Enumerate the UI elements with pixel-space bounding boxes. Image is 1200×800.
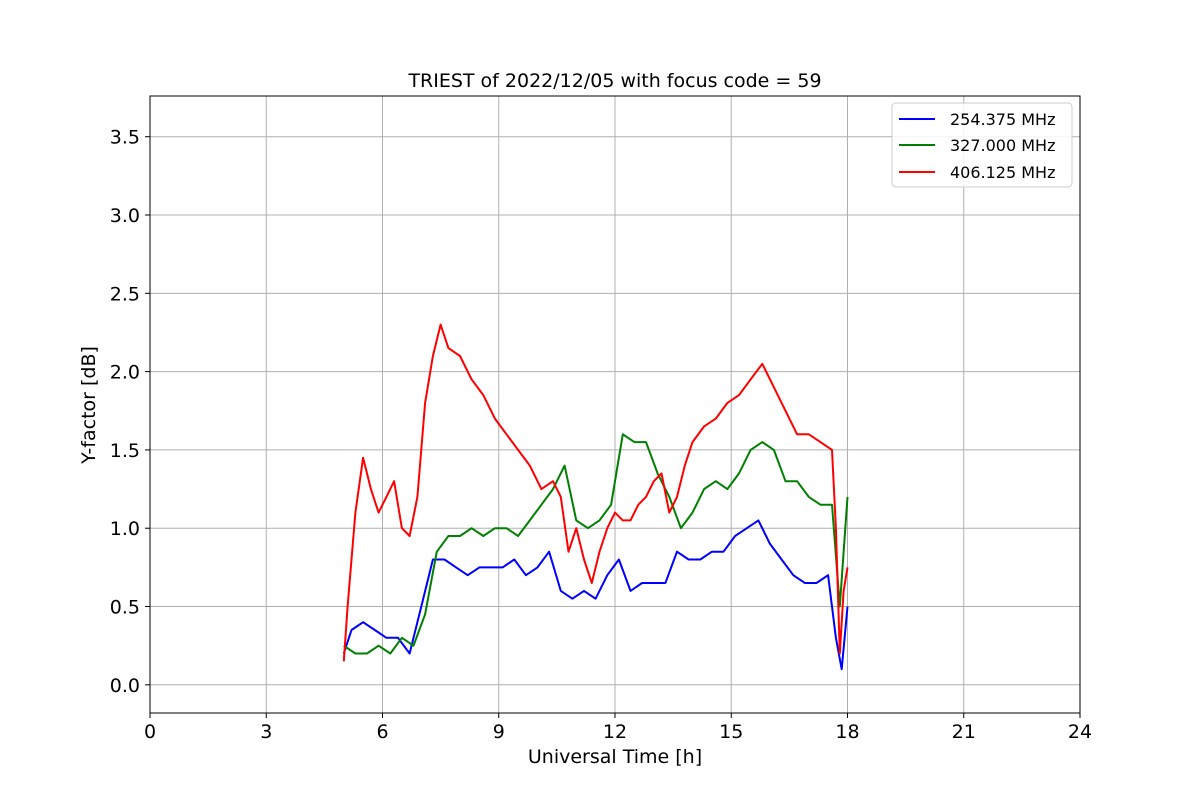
y-tick-label: 3.5 [110, 127, 140, 149]
x-tick-label: 6 [376, 721, 388, 743]
x-tick-label: 12 [603, 721, 627, 743]
series-line-406-125 [342, 323, 849, 662]
legend-label-327: 327.000 MHz [950, 136, 1055, 155]
legend: 254.375 MHz 327.000 MHz 406.125 MHz [891, 102, 1073, 188]
x-tick-label: 21 [952, 721, 976, 743]
x-tick-label: 15 [719, 721, 743, 743]
y-tick-label: 0.0 [110, 675, 140, 697]
y-tick-label: 2.5 [110, 283, 140, 305]
axis-ticks: 0 3 6 9 12 15 18 21 24 0.0 0.5 1.0 1.5 2.0 2.5 3.0 3.5 [110, 127, 1092, 743]
y-axis-label: Y-factor [dB] [78, 346, 100, 465]
y-tick-label: 0.5 [110, 597, 140, 619]
series-line-327-000 [343, 433, 849, 655]
series-line-254-375 [342, 519, 849, 671]
x-tick-label: 9 [493, 721, 505, 743]
series-lines [342, 323, 849, 671]
legend-label-254: 254.375 MHz [950, 110, 1055, 129]
y-tick-label: 3.0 [110, 205, 140, 227]
x-tick-label: 24 [1068, 721, 1092, 743]
legend-box [891, 102, 1073, 188]
x-tick-label: 3 [260, 721, 272, 743]
x-axis-label: Universal Time [h] [528, 746, 702, 768]
chart-title: TRIEST of 2022/12/05 with focus code = 5… [407, 70, 821, 92]
y-tick-label: 1.0 [110, 518, 140, 540]
y-tick-label: 2.0 [110, 362, 140, 384]
y-tick-label: 1.5 [110, 440, 140, 462]
x-tick-label: 0 [144, 721, 156, 743]
x-tick-label: 18 [835, 721, 859, 743]
legend-label-406: 406.125 MHz [950, 163, 1055, 182]
